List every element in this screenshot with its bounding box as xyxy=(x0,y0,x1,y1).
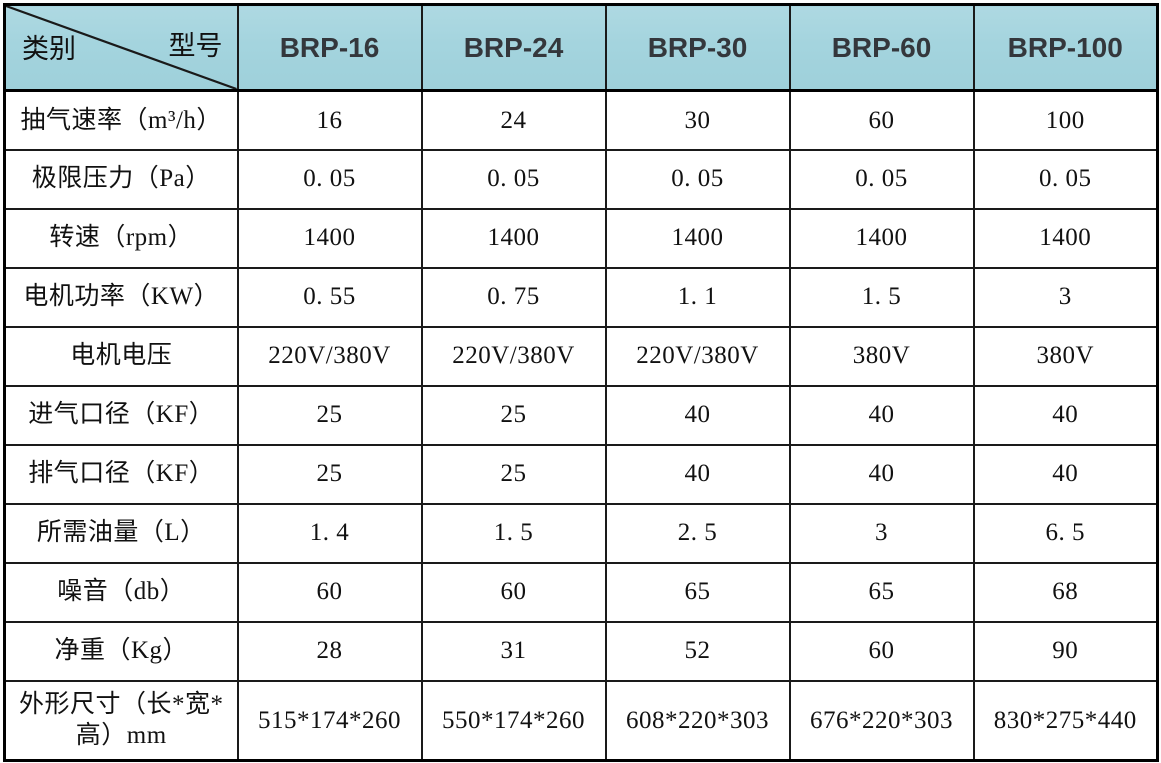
cell-value: 60 xyxy=(788,620,975,682)
cell-value: 65 xyxy=(604,561,791,623)
corner-category-label: 类别 xyxy=(22,33,76,64)
cell-value: 40 xyxy=(972,384,1159,446)
diagonal-divider-line xyxy=(6,6,237,89)
cell-value: 0. 05 xyxy=(236,148,423,210)
cell-value: 2. 5 xyxy=(604,502,791,564)
cell-value: 3 xyxy=(788,502,975,564)
column-header-brp30: BRP-30 xyxy=(604,3,791,92)
cell-value: 60 xyxy=(788,89,975,151)
table-row-oil-capacity: 所需油量（L） 1. 4 1. 5 2. 5 3 6. 5 xyxy=(3,502,1159,564)
cell-value: 40 xyxy=(604,384,791,446)
cell-value: 1400 xyxy=(604,207,791,269)
cell-value: 16 xyxy=(236,89,423,151)
row-label-pumping-speed: 抽气速率（m³/h） xyxy=(3,89,239,151)
column-header-brp16: BRP-16 xyxy=(236,3,423,92)
cell-value: 380V xyxy=(788,325,975,387)
cell-value: 60 xyxy=(236,561,423,623)
cell-value: 25 xyxy=(420,443,607,505)
cell-value: 220V/380V xyxy=(236,325,423,387)
cell-value: 6. 5 xyxy=(972,502,1159,564)
table-row-net-weight: 净重（Kg） 28 31 52 60 90 xyxy=(3,620,1159,682)
cell-value: 550*174*260 xyxy=(420,679,607,762)
cell-value: 0. 55 xyxy=(236,266,423,328)
cell-value: 1400 xyxy=(972,207,1159,269)
cell-value: 1. 5 xyxy=(788,266,975,328)
cell-value: 608*220*303 xyxy=(604,679,791,762)
cell-value: 220V/380V xyxy=(420,325,607,387)
cell-value: 220V/380V xyxy=(604,325,791,387)
table-row-ultimate-pressure: 极限压力（Pa） 0. 05 0. 05 0. 05 0. 05 0. 05 xyxy=(3,148,1159,210)
cell-value: 40 xyxy=(604,443,791,505)
column-header-brp24: BRP-24 xyxy=(420,3,607,92)
cell-value: 40 xyxy=(788,384,975,446)
table-row-noise: 噪音（db） 60 60 65 65 68 xyxy=(3,561,1159,623)
table-row-motor-power: 电机功率（KW） 0. 55 0. 75 1. 1 1. 5 3 xyxy=(3,266,1159,328)
cell-value: 0. 05 xyxy=(788,148,975,210)
cell-value: 40 xyxy=(972,443,1159,505)
table-row-motor-voltage: 电机电压 220V/380V 220V/380V 220V/380V 380V … xyxy=(3,325,1159,387)
corner-model-label: 型号 xyxy=(168,30,223,61)
cell-value: 65 xyxy=(788,561,975,623)
cell-value: 3 xyxy=(972,266,1159,328)
cell-value: 90 xyxy=(972,620,1159,682)
header-row: 类别 型号 BRP-16 BRP-24 BRP-30 BRP-60 BRP-10… xyxy=(3,3,1159,92)
cell-value: 0. 05 xyxy=(420,148,607,210)
table-row-inlet-diameter: 进气口径（KF） 25 25 40 40 40 xyxy=(3,384,1159,446)
cell-value: 100 xyxy=(972,89,1159,151)
cell-value: 0. 05 xyxy=(972,148,1159,210)
cell-value: 1. 4 xyxy=(236,502,423,564)
row-label-net-weight: 净重（Kg） xyxy=(3,620,239,682)
cell-value: 60 xyxy=(420,561,607,623)
column-header-brp60: BRP-60 xyxy=(788,3,975,92)
cell-value: 25 xyxy=(236,384,423,446)
row-label-dimensions: 外形尺寸（长*宽*高）mm xyxy=(3,679,239,762)
row-label-motor-voltage: 电机电压 xyxy=(3,325,239,387)
cell-value: 380V xyxy=(972,325,1159,387)
cell-value: 24 xyxy=(420,89,607,151)
cell-value: 830*275*440 xyxy=(972,679,1159,762)
table-row-rotation-speed: 转速（rpm） 1400 1400 1400 1400 1400 xyxy=(3,207,1159,269)
cell-value: 1. 1 xyxy=(604,266,791,328)
row-label-motor-power: 电机功率（KW） xyxy=(3,266,239,328)
cell-value: 28 xyxy=(236,620,423,682)
table-row-dimensions: 外形尺寸（长*宽*高）mm 515*174*260 550*174*260 60… xyxy=(3,679,1159,762)
cell-value: 52 xyxy=(604,620,791,682)
spec-table: 类别 型号 BRP-16 BRP-24 BRP-30 BRP-60 BRP-10… xyxy=(3,3,1159,762)
row-label-inlet-diameter: 进气口径（KF） xyxy=(3,384,239,446)
table-row-exhaust-diameter: 排气口径（KF） 25 25 40 40 40 xyxy=(3,443,1159,505)
cell-value: 68 xyxy=(972,561,1159,623)
corner-header-cell: 类别 型号 xyxy=(3,3,239,92)
row-label-oil-capacity: 所需油量（L） xyxy=(3,502,239,564)
cell-value: 1400 xyxy=(420,207,607,269)
cell-value: 1. 5 xyxy=(420,502,607,564)
cell-value: 30 xyxy=(604,89,791,151)
cell-value: 676*220*303 xyxy=(788,679,975,762)
column-header-brp100: BRP-100 xyxy=(972,3,1159,92)
row-label-noise: 噪音（db） xyxy=(3,561,239,623)
cell-value: 515*174*260 xyxy=(236,679,423,762)
cell-value: 40 xyxy=(788,443,975,505)
row-label-ultimate-pressure: 极限压力（Pa） xyxy=(3,148,239,210)
cell-value: 1400 xyxy=(788,207,975,269)
cell-value: 0. 05 xyxy=(604,148,791,210)
table-row-pumping-speed: 抽气速率（m³/h） 16 24 30 60 100 xyxy=(3,89,1159,151)
cell-value: 31 xyxy=(420,620,607,682)
cell-value: 25 xyxy=(236,443,423,505)
row-label-exhaust-diameter: 排气口径（KF） xyxy=(3,443,239,505)
cell-value: 1400 xyxy=(236,207,423,269)
cell-value: 0. 75 xyxy=(420,266,607,328)
cell-value: 25 xyxy=(420,384,607,446)
row-label-rotation-speed: 转速（rpm） xyxy=(3,207,239,269)
